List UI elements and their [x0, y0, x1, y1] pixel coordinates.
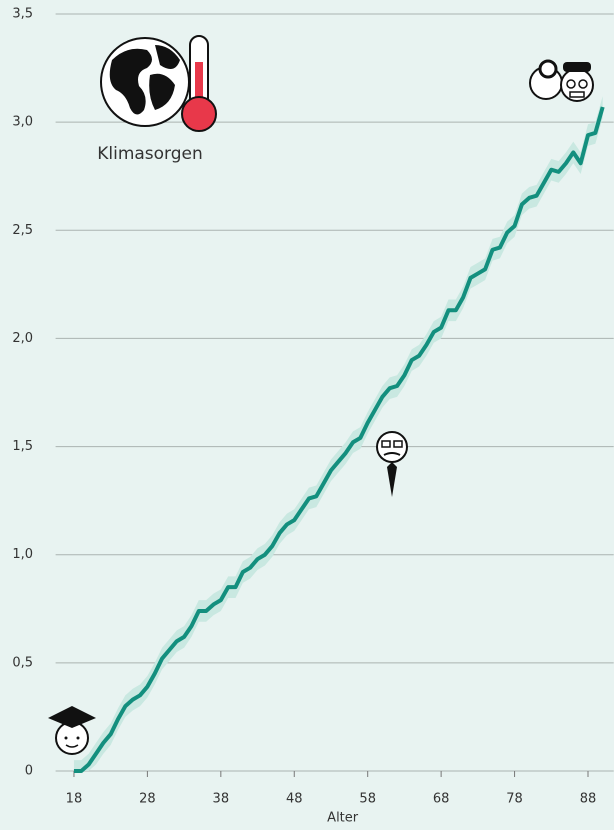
x-tick-label: 78	[506, 792, 523, 807]
y-tick-label: 2,5	[12, 223, 33, 238]
x-tick-label: 48	[286, 792, 303, 807]
x-tick-label: 58	[359, 792, 376, 807]
x-tick-label: 38	[213, 792, 230, 807]
graduate-icon	[48, 706, 96, 755]
annotation: Klimasorgen	[97, 144, 203, 164]
elderly-icon	[529, 59, 594, 102]
climate-icon	[100, 35, 217, 132]
marks	[73, 96, 605, 773]
y-tick-label: 1,5	[12, 439, 33, 454]
x-tick-label: 28	[139, 792, 156, 807]
y-tick-label: 3,5	[12, 7, 33, 22]
y-tick-label: 3,0	[12, 115, 33, 130]
y-tick-label: 2,0	[12, 331, 33, 346]
y-tick-label: 1,0	[12, 547, 33, 562]
x-tick-label: 18	[66, 792, 83, 807]
x-tick-label: 88	[580, 792, 597, 807]
x-axis-label: Alter	[327, 811, 359, 826]
y-tick-label: 0	[25, 764, 33, 779]
y-tick-label: 0,5	[12, 655, 33, 670]
x-tick-label: 68	[433, 792, 450, 807]
teacher-icon	[376, 431, 408, 497]
line	[73, 106, 605, 773]
confidence-band	[73, 96, 603, 771]
